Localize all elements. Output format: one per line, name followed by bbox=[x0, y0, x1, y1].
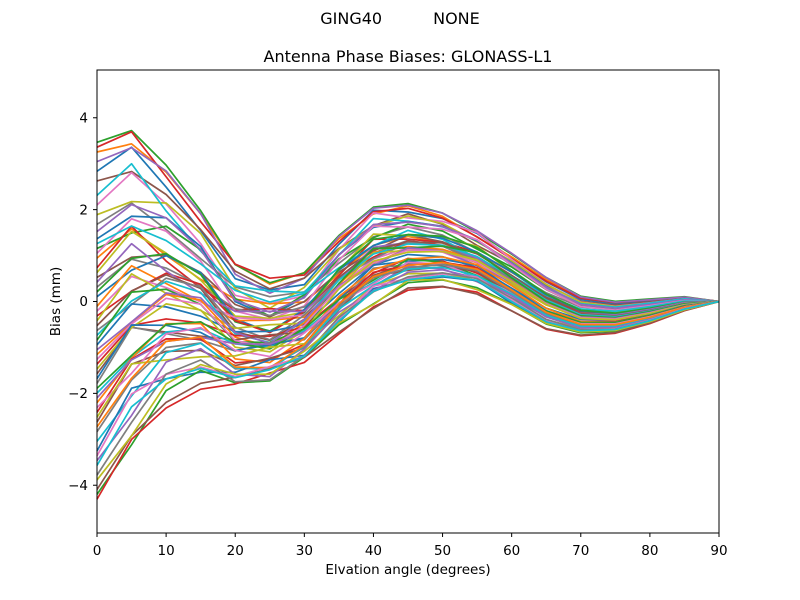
chart-title: Antenna Phase Biases: GLONASS-L1 bbox=[263, 47, 553, 66]
x-tick-label: 80 bbox=[641, 543, 658, 559]
y-tick-label: 2 bbox=[79, 202, 88, 218]
x-tick-label: 0 bbox=[93, 543, 102, 559]
series-line-51 bbox=[96, 261, 720, 428]
x-tick-label: 70 bbox=[572, 543, 589, 559]
series-line-2 bbox=[96, 129, 720, 303]
series-line-59 bbox=[96, 274, 720, 466]
x-tick-label: 90 bbox=[710, 543, 727, 559]
x-tick-label: 30 bbox=[296, 543, 313, 559]
series-line-49 bbox=[96, 266, 720, 442]
series-line-19 bbox=[96, 225, 720, 313]
x-tick-label: 60 bbox=[503, 543, 520, 559]
y-tick-label: −4 bbox=[68, 478, 88, 494]
series-line-4 bbox=[96, 146, 720, 304]
series-line-42 bbox=[96, 258, 720, 389]
figure-suptitle: GING40 NONE bbox=[0, 9, 800, 29]
x-axis-label: Elvation angle (degrees) bbox=[325, 562, 490, 578]
series-line-16 bbox=[96, 217, 720, 321]
suptitle-left-text: GING40 bbox=[320, 9, 383, 28]
series-line-52 bbox=[96, 279, 720, 495]
series-line-22 bbox=[96, 233, 720, 332]
series-line-54 bbox=[96, 268, 720, 462]
series-line-14 bbox=[96, 203, 720, 313]
y-tick-label: 0 bbox=[79, 294, 88, 310]
series-line-5 bbox=[96, 170, 720, 307]
y-tick-label: −2 bbox=[68, 386, 88, 402]
x-tick-label: 20 bbox=[227, 543, 244, 559]
x-tick-label: 10 bbox=[158, 543, 175, 559]
series-line-55 bbox=[96, 285, 720, 491]
series-line-46 bbox=[96, 261, 720, 409]
y-tick-label: 4 bbox=[79, 110, 88, 126]
suptitle-right-text: NONE bbox=[433, 9, 480, 28]
x-tick-label: 40 bbox=[365, 543, 382, 559]
x-tick-label: 50 bbox=[434, 543, 451, 559]
series-line-38 bbox=[96, 250, 720, 370]
y-axis-label: Bias (mm) bbox=[48, 267, 64, 336]
